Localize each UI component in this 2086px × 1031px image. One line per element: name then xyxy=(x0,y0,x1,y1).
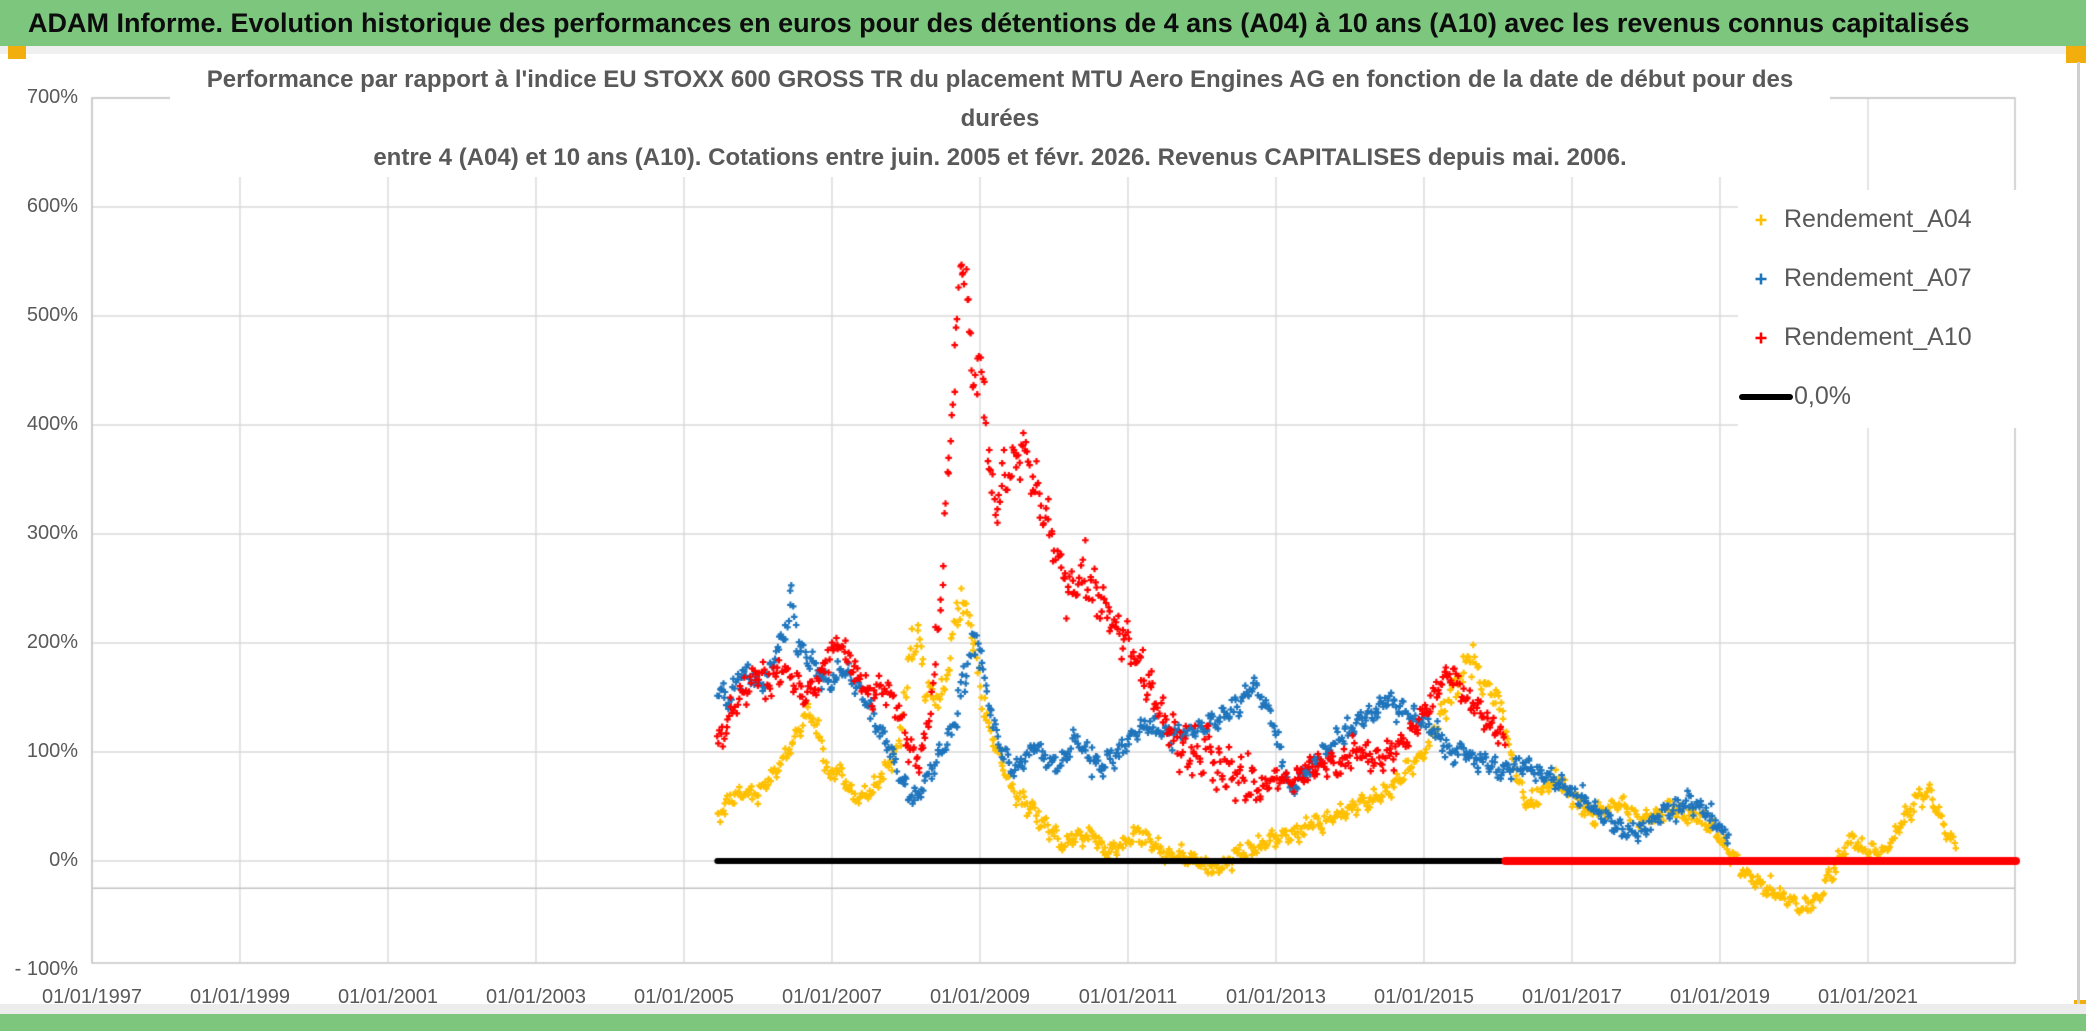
legend-entry: 0,0% xyxy=(1738,367,2058,426)
legend-entry: Rendement_A10 xyxy=(1738,308,2058,367)
legend-entry: Rendement_A04 xyxy=(1738,190,2058,249)
footer-bar xyxy=(0,1014,2086,1031)
chart-title: Performance par rapport à l'indice EU ST… xyxy=(170,60,1830,177)
chart-right-edge-shadow xyxy=(2077,62,2080,1007)
plus-marker-icon xyxy=(1738,331,1784,345)
x-tick-label: 01/01/2005 xyxy=(633,986,735,1008)
x-tick-label: 01/01/1999 xyxy=(189,986,291,1008)
chart-legend: Rendement_A04 Rendement_A07 Rendement_A10 0… xyxy=(1738,190,2058,428)
legend-entry: Rendement_A07 xyxy=(1738,249,2058,308)
x-tick-label: 01/01/2009 xyxy=(929,986,1031,1008)
x-tick-label: 01/01/2001 xyxy=(337,986,439,1008)
y-tick-label: 200% xyxy=(26,631,78,653)
x-tick-label: 01/01/2003 xyxy=(485,986,587,1008)
zero-line-swatch-icon xyxy=(1738,393,1794,400)
legend-label: 0,0% xyxy=(1794,382,1851,410)
y-tick-label: 300% xyxy=(26,522,78,544)
y-tick-label: 400% xyxy=(26,413,78,435)
x-tick-label: 01/01/2015 xyxy=(1373,986,1475,1008)
chart-title-line2: entre 4 (A04) et 10 ans (A10). Cotations… xyxy=(373,144,1627,171)
legend-label: Rendement_A07 xyxy=(1784,264,1972,292)
plus-marker-icon xyxy=(1738,213,1784,227)
x-tick-label: 01/01/2017 xyxy=(1521,986,1623,1008)
x-tick-label: 01/01/2013 xyxy=(1225,986,1327,1008)
y-tick-label: 600% xyxy=(26,195,78,217)
chart-title-line1: Performance par rapport à l'indice EU ST… xyxy=(206,66,1794,132)
y-tick-label: 500% xyxy=(26,304,78,326)
gold-corner-accent-top-left xyxy=(8,46,26,59)
x-tick-label: 01/01/1997 xyxy=(41,986,143,1008)
x-tick-label: 01/01/2011 xyxy=(1078,986,1178,1008)
bottom-divider-strip xyxy=(0,1004,2086,1014)
x-tick-label: 01/01/2021 xyxy=(1817,986,1919,1008)
x-tick-label: 01/01/2007 xyxy=(781,986,883,1008)
gold-corner-accent-top-right xyxy=(2066,46,2086,63)
y-tick-label: 0% xyxy=(49,849,78,871)
y-tick-label: 100% xyxy=(26,740,78,762)
legend-label: Rendement_A04 xyxy=(1784,205,1972,233)
legend-label: Rendement_A10 xyxy=(1784,323,1972,351)
x-tick-label: 01/01/2019 xyxy=(1669,986,1771,1008)
plus-marker-icon xyxy=(1738,272,1784,286)
y-tick-label: - 100% xyxy=(14,958,78,980)
y-tick-label: 700% xyxy=(26,86,78,108)
